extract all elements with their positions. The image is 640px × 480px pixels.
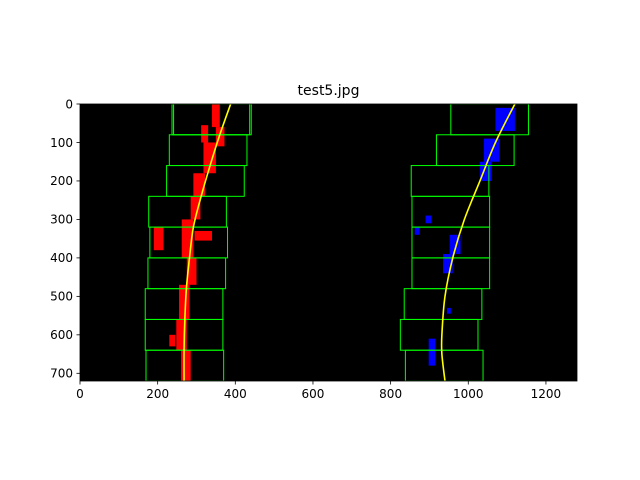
right-lane-pixels [443,254,453,274]
left-lane-pixels [186,257,197,285]
y-tick-label: 0 [65,97,73,111]
y-tick-label: 200 [50,174,73,188]
left-lane-pixels [215,127,225,147]
x-tick-label: 1200 [531,387,562,401]
left-lane-pixels [176,319,187,351]
left-lane-pixels [193,173,206,197]
y-tick-label: 400 [50,251,73,265]
chart-title: test5.jpg [298,83,360,99]
left-lane-pixels [201,125,209,143]
x-tick-label: 1000 [453,387,484,401]
x-tick-label: 0 [76,387,84,401]
right-lane-pixels [446,307,451,314]
left-lane-pixels [181,219,194,258]
y-tick-label: 700 [50,367,73,381]
y-tick-label: 100 [50,136,73,150]
left-fit-curve [183,104,232,381]
right-window-box [404,349,484,381]
x-tick-label: 200 [146,387,169,401]
left-lane-pixels [179,284,190,320]
plot-area [144,104,529,381]
left-lane-pixels [169,334,176,347]
axes-frame [79,103,578,382]
right-lane-pixels [428,338,436,366]
x-tick-label: 400 [224,387,247,401]
y-tick-label: 300 [50,213,73,227]
right-fit-curve [440,104,516,381]
x-tick-label: 800 [379,387,402,401]
left-lane-pixels [153,227,164,251]
left-lane-pixels [180,350,191,381]
right-lane-pixels [479,161,492,181]
left-lane-pixels [194,230,213,241]
right-lane-pixels [414,227,420,235]
y-tick-label: 500 [50,290,73,304]
left-lane-pixels [212,104,220,128]
right-lane-pixels [425,215,432,224]
right-lane-pixels [449,234,461,255]
axes: 0 200 400 600 800 1000 1200 0 100 200 300 400 500 600… [50,97,561,401]
x-tick-label: 600 [302,387,325,401]
y-tick-label: 600 [50,328,73,342]
left-lane-pixels [190,196,201,220]
